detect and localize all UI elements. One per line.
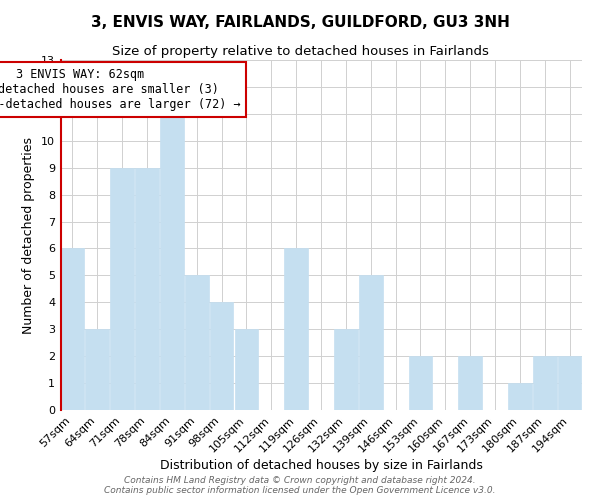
Text: 3 ENVIS WAY: 62sqm
← 4% of detached houses are smaller (3)
96% of semi-detached : 3 ENVIS WAY: 62sqm ← 4% of detached hous… bbox=[0, 68, 240, 111]
Bar bbox=[334, 329, 358, 410]
Bar bbox=[409, 356, 432, 410]
Bar bbox=[135, 168, 159, 410]
Bar bbox=[284, 248, 308, 410]
Y-axis label: Number of detached properties: Number of detached properties bbox=[22, 136, 35, 334]
Bar bbox=[110, 168, 134, 410]
Bar bbox=[359, 276, 383, 410]
Bar bbox=[185, 276, 209, 410]
Bar bbox=[210, 302, 233, 410]
Bar bbox=[85, 329, 109, 410]
Bar bbox=[160, 114, 184, 410]
Text: 3, ENVIS WAY, FAIRLANDS, GUILDFORD, GU3 3NH: 3, ENVIS WAY, FAIRLANDS, GUILDFORD, GU3 … bbox=[91, 15, 509, 30]
Text: Contains HM Land Registry data © Crown copyright and database right 2024.
Contai: Contains HM Land Registry data © Crown c… bbox=[104, 476, 496, 495]
Bar bbox=[61, 248, 84, 410]
Bar bbox=[235, 329, 258, 410]
Bar bbox=[558, 356, 581, 410]
Bar bbox=[458, 356, 482, 410]
Bar bbox=[533, 356, 557, 410]
X-axis label: Distribution of detached houses by size in Fairlands: Distribution of detached houses by size … bbox=[160, 460, 482, 472]
Text: Size of property relative to detached houses in Fairlands: Size of property relative to detached ho… bbox=[112, 45, 488, 58]
Bar bbox=[508, 383, 532, 410]
